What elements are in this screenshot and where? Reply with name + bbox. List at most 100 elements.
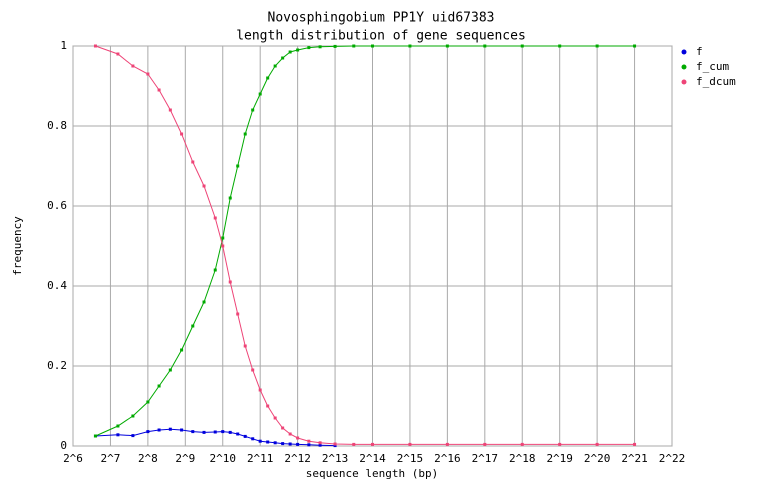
x-tick-label: 2^14 — [359, 452, 386, 465]
point — [333, 444, 337, 448]
x-tick-label: 2^11 — [247, 452, 274, 465]
point — [251, 437, 255, 441]
chart-subtitle: length distribution of gene sequences — [236, 29, 526, 44]
point — [296, 442, 300, 446]
point — [408, 44, 412, 48]
point — [157, 428, 161, 432]
point — [307, 439, 311, 443]
point — [273, 416, 277, 420]
point — [258, 92, 262, 96]
point — [157, 384, 161, 388]
point — [558, 442, 562, 446]
point — [228, 196, 232, 200]
x-tick-label: 2^12 — [284, 452, 311, 465]
legend-label: f_dcum — [696, 75, 736, 88]
point — [251, 368, 255, 372]
point — [236, 164, 240, 168]
point — [333, 442, 337, 446]
x-tick-label: 2^17 — [472, 452, 499, 465]
x-tick-label: 2^6 — [63, 452, 83, 465]
x-tick-label: 2^7 — [101, 452, 121, 465]
point — [296, 436, 300, 440]
legend-label: f_cum — [696, 60, 729, 73]
y-tick-label: 0 — [60, 439, 67, 452]
point — [213, 216, 217, 220]
point — [116, 52, 120, 56]
point — [258, 388, 262, 392]
x-tick-label: 2^22 — [659, 452, 686, 465]
point — [296, 48, 300, 52]
point — [318, 441, 322, 445]
legend-marker — [681, 79, 687, 85]
point — [371, 44, 374, 48]
point — [157, 88, 161, 92]
point — [307, 46, 311, 50]
legend-marker — [681, 64, 687, 70]
y-tick-label: 1 — [60, 39, 67, 52]
point — [445, 442, 449, 446]
point — [202, 300, 206, 304]
point — [213, 430, 217, 434]
y-axis-label: frequency — [11, 216, 24, 276]
point — [93, 44, 97, 48]
point — [266, 404, 270, 408]
series-line — [95, 45, 635, 437]
point — [266, 76, 270, 80]
point — [168, 108, 172, 112]
point — [273, 64, 277, 68]
series-line — [95, 45, 635, 445]
point — [281, 426, 285, 430]
point — [180, 132, 184, 136]
point — [168, 368, 172, 372]
point — [146, 400, 150, 404]
point — [595, 442, 599, 446]
point — [243, 434, 247, 438]
point — [333, 44, 337, 48]
point — [146, 430, 150, 434]
point — [281, 56, 285, 60]
point — [191, 160, 195, 164]
point — [318, 45, 322, 49]
point — [251, 108, 255, 112]
point — [258, 439, 262, 443]
point — [243, 344, 247, 348]
point — [307, 443, 311, 447]
point — [288, 432, 292, 436]
point — [221, 236, 225, 240]
point — [202, 430, 206, 434]
point — [558, 44, 562, 48]
point — [633, 442, 637, 446]
point — [202, 184, 206, 188]
point — [633, 44, 637, 48]
chart-title: Novosphingobium PP1Y uid67383 — [268, 11, 495, 26]
x-tick-label: 2^21 — [621, 452, 648, 465]
point — [520, 442, 524, 446]
point — [221, 244, 225, 248]
x-tick-label: 2^19 — [546, 452, 573, 465]
point — [408, 442, 412, 446]
x-tick-label: 2^15 — [397, 452, 424, 465]
point — [116, 433, 120, 437]
point — [266, 440, 270, 444]
point — [273, 441, 277, 445]
point — [93, 434, 97, 438]
point — [483, 442, 487, 446]
point — [213, 268, 217, 272]
point — [180, 428, 184, 432]
point — [180, 348, 184, 352]
point — [116, 424, 120, 428]
x-tick-label: 2^20 — [584, 452, 611, 465]
point — [595, 44, 599, 48]
point — [228, 280, 232, 284]
point — [288, 50, 292, 54]
point — [191, 324, 195, 328]
point — [221, 430, 225, 434]
point — [168, 427, 172, 431]
legend-marker — [681, 49, 687, 55]
x-tick-label: 2^13 — [322, 452, 349, 465]
point — [445, 44, 449, 48]
point — [483, 44, 487, 48]
point — [318, 443, 322, 447]
x-tick-label: 2^8 — [138, 452, 158, 465]
